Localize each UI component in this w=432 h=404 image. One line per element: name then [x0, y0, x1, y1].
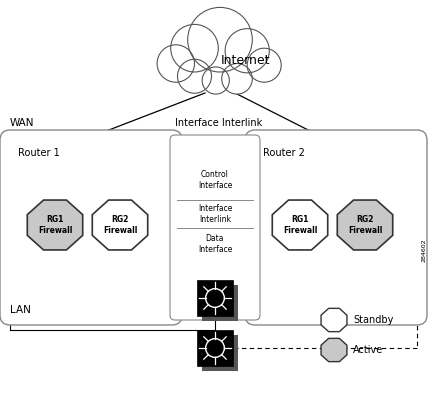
Text: WAN: WAN	[10, 118, 35, 128]
Text: Control
Interface: Control Interface	[198, 170, 232, 190]
Circle shape	[187, 7, 252, 72]
Bar	[197, 330, 233, 366]
Text: RG2
Firewall: RG2 Firewall	[103, 215, 137, 235]
FancyBboxPatch shape	[245, 130, 427, 325]
Text: RG2
Firewall: RG2 Firewall	[348, 215, 382, 235]
Polygon shape	[92, 200, 148, 250]
Circle shape	[171, 24, 218, 72]
Polygon shape	[27, 200, 83, 250]
Polygon shape	[337, 200, 393, 250]
Text: RG1
Firewall: RG1 Firewall	[38, 215, 72, 235]
Circle shape	[247, 48, 281, 82]
Circle shape	[222, 63, 252, 94]
Text: Data
Interface: Data Interface	[198, 234, 232, 254]
FancyBboxPatch shape	[0, 130, 182, 325]
Text: Standby: Standby	[353, 315, 394, 325]
Circle shape	[178, 59, 212, 93]
Bar	[202, 335, 238, 371]
Text: Internet: Internet	[220, 53, 270, 67]
Circle shape	[225, 29, 269, 73]
Text: Router 1: Router 1	[18, 148, 60, 158]
Text: RG1
Firewall: RG1 Firewall	[283, 215, 317, 235]
Text: LAN: LAN	[10, 305, 31, 315]
Bar	[202, 285, 238, 321]
Bar	[197, 280, 233, 316]
Text: Interface
Interlink: Interface Interlink	[198, 204, 232, 224]
Circle shape	[202, 67, 229, 94]
Circle shape	[157, 45, 194, 82]
Text: Active: Active	[353, 345, 383, 355]
Text: 284602: 284602	[422, 238, 426, 262]
Text: Interface Interlink: Interface Interlink	[175, 118, 262, 128]
Polygon shape	[321, 339, 347, 362]
FancyBboxPatch shape	[170, 135, 260, 320]
Text: Router 2: Router 2	[263, 148, 305, 158]
Polygon shape	[272, 200, 328, 250]
Polygon shape	[321, 308, 347, 332]
